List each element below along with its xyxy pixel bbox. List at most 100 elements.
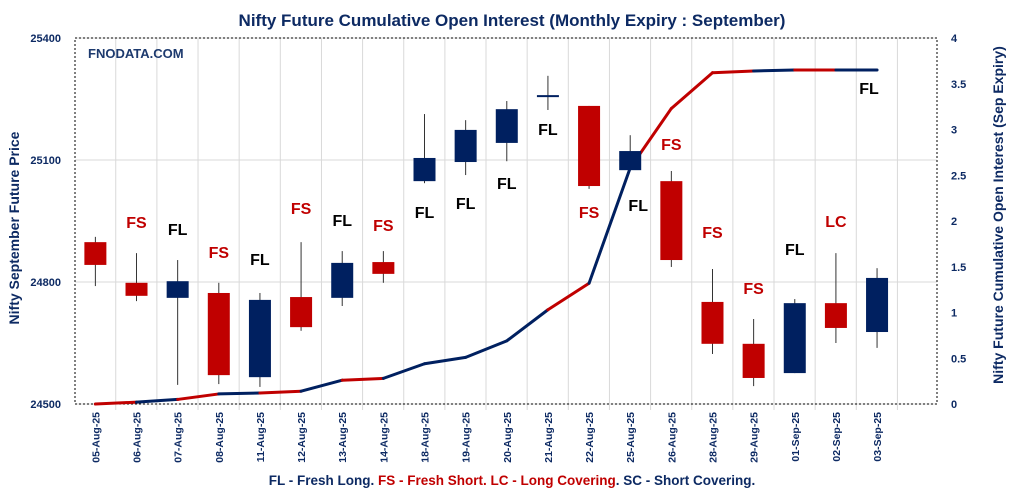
x-tick-label: 11-Aug-25 — [255, 412, 267, 462]
signal-label-fl: FL — [456, 196, 476, 213]
watermark: FNODATA.COM — [88, 46, 184, 61]
oi-segment — [135, 397, 180, 404]
candle-body — [125, 282, 148, 296]
oi-segment — [710, 69, 756, 75]
candle-body — [207, 292, 230, 376]
oi-segment — [258, 389, 303, 395]
x-tick-label: 25-Aug-25 — [625, 412, 637, 463]
candle-body — [372, 262, 395, 274]
signal-label-fs: FS — [702, 225, 723, 242]
x-tick-label: 19-Aug-25 — [461, 412, 473, 463]
signal-label-fl: FL — [785, 242, 805, 259]
signal-label-lc: LC — [825, 214, 847, 231]
signal-label-fs: FS — [126, 215, 147, 232]
gridlines — [75, 37, 937, 410]
signal-label-fl: FL — [538, 122, 558, 139]
legend-fs-lc: FS - Fresh Short. LC - Long Covering — [378, 473, 616, 488]
candle-body — [454, 129, 477, 163]
oi-segment — [423, 355, 468, 366]
signal-label-fl: FL — [628, 198, 648, 215]
signal-label-fl: FL — [332, 213, 352, 230]
candle-body — [742, 343, 765, 378]
candle-body — [290, 297, 313, 328]
oi-segment — [587, 166, 632, 285]
candle-body — [84, 242, 107, 265]
right-tick-label: 4 — [951, 33, 958, 45]
signal-label-fl: FL — [859, 81, 879, 98]
x-tick-label: 07-Aug-25 — [173, 412, 185, 463]
candles — [84, 75, 889, 387]
signal-label-fl: FL — [497, 176, 517, 193]
candle-body — [413, 157, 436, 182]
left-tick-label: 24800 — [30, 277, 61, 289]
x-tick-label: 02-Sep-25 — [831, 412, 843, 462]
plot-border — [74, 37, 938, 405]
signal-label-fs: FS — [291, 201, 312, 218]
legend-sc: . SC - Short Covering. — [616, 473, 756, 488]
open-interest-line — [93, 68, 879, 406]
oi-segment — [299, 378, 344, 393]
candle-body — [866, 277, 889, 333]
signal-label-fl: FL — [168, 222, 188, 239]
right-tick-label: 3 — [951, 125, 957, 137]
oi-segment — [340, 376, 385, 382]
right-tick-label: 0 — [951, 399, 957, 411]
left-tick-label: 25400 — [30, 33, 61, 45]
legend-fl: FL - Fresh Long. — [269, 473, 378, 488]
oi-segment — [669, 71, 714, 110]
x-tick-label: 13-Aug-25 — [337, 412, 349, 463]
signal-label-fl: FL — [415, 205, 435, 222]
left-axis-ticks: 24500 24800 25100 25400 — [30, 33, 61, 411]
oi-segment — [381, 362, 427, 380]
candle-body — [166, 281, 189, 298]
x-tick-label: 14-Aug-25 — [378, 412, 390, 463]
candle-body — [783, 303, 806, 374]
left-tick-label: 24500 — [30, 399, 61, 411]
right-tick-label: 1 — [951, 308, 957, 320]
signal-label-fs: FS — [209, 245, 230, 262]
left-tick-label: 25100 — [30, 155, 61, 167]
chart-title: Nifty Future Cumulative Open Interest (M… — [239, 11, 786, 30]
right-tick-label: 3.5 — [951, 79, 966, 91]
signal-label-fs: FS — [743, 281, 764, 298]
right-tick-label: 1.5 — [951, 262, 966, 274]
signal-label-fs: FS — [661, 137, 682, 154]
x-tick-label: 08-Aug-25 — [214, 412, 226, 463]
oi-segment — [93, 400, 139, 406]
x-tick-label: 22-Aug-25 — [584, 412, 596, 463]
x-tick-label: 05-Aug-25 — [90, 412, 102, 463]
x-tick-label: 20-Aug-25 — [502, 412, 514, 463]
right-axis-label: Nifty Future Cumulative Open Interest (S… — [990, 46, 1006, 384]
candle-body — [619, 151, 642, 171]
right-tick-label: 2 — [951, 216, 957, 228]
candle-body — [331, 262, 354, 298]
x-tick-label: 03-Sep-25 — [872, 412, 884, 462]
left-axis-label: Nifty September Future Price — [6, 131, 22, 324]
x-axis-ticks: 05-Aug-25 06-Aug-25 07-Aug-25 08-Aug-25 11-A… — [90, 412, 884, 463]
oi-segment — [464, 339, 509, 359]
oi-segment — [752, 68, 797, 73]
signal-label-fs: FS — [579, 205, 600, 222]
candle-body — [495, 109, 518, 143]
x-tick-label: 06-Aug-25 — [132, 412, 144, 463]
oi-segment — [546, 281, 591, 312]
candle-body — [824, 303, 847, 328]
legend: FL - Fresh Long. FS - Fresh Short. LC - … — [269, 473, 756, 488]
oi-segment — [176, 392, 221, 401]
signal-labels: FS FL FS FL FS FL FS FL FL FL FL FS FL FS FS FS FL LC FL — [126, 81, 879, 298]
signal-label-fs: FS — [373, 218, 394, 235]
right-tick-label: 2.5 — [951, 170, 966, 182]
oi-segment — [217, 391, 262, 396]
x-tick-label: 21-Aug-25 — [543, 412, 555, 463]
x-tick-label: 18-Aug-25 — [420, 412, 432, 463]
oi-segment — [505, 308, 550, 343]
candle-body — [248, 299, 271, 378]
x-tick-label: 29-Aug-25 — [749, 412, 761, 463]
x-tick-label: 01-Sep-25 — [790, 412, 802, 462]
right-axis-ticks: 0 0.5 1 1.5 2 2.5 3 3.5 4 — [951, 33, 966, 411]
x-tick-label: 12-Aug-25 — [296, 412, 308, 463]
candle-body — [578, 105, 601, 187]
signal-label-fl: FL — [250, 252, 270, 269]
right-tick-label: 0.5 — [951, 353, 966, 365]
